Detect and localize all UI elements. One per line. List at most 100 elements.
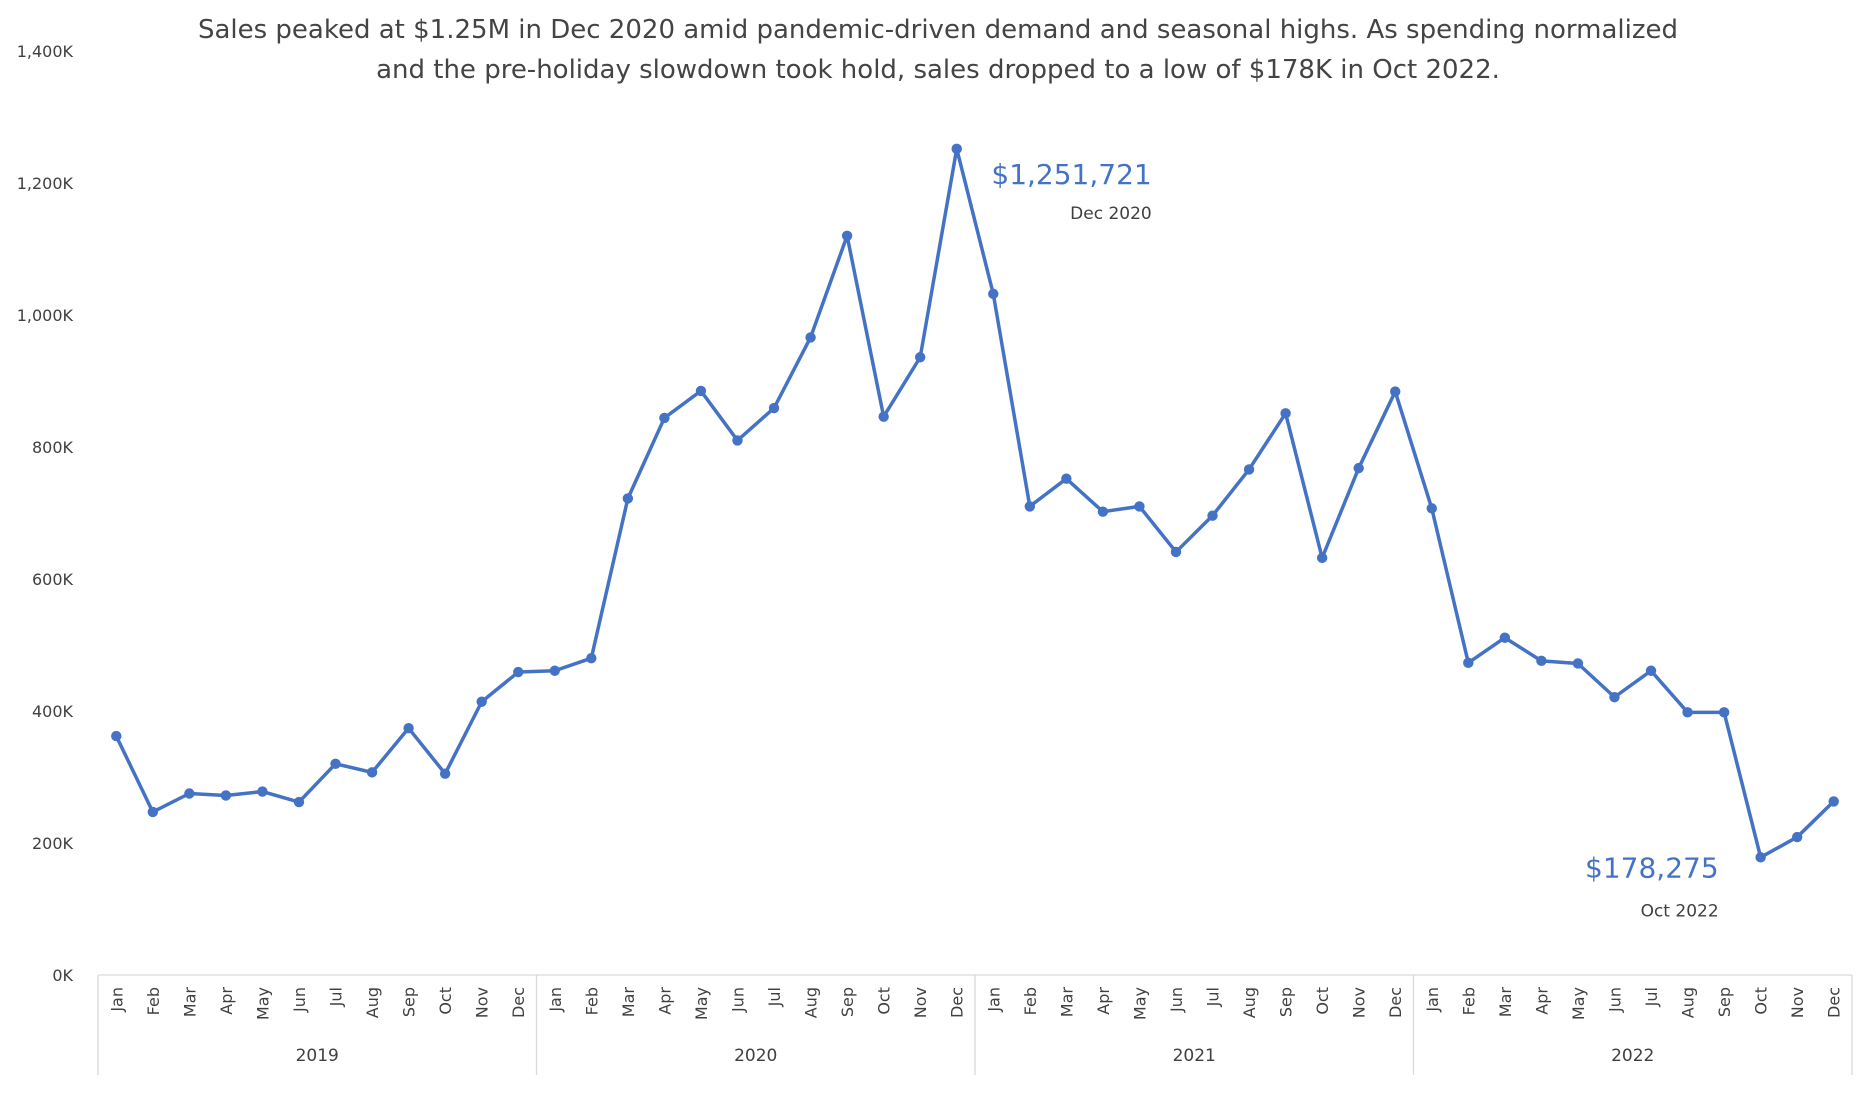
data-point	[476, 696, 487, 707]
data-point	[1170, 546, 1182, 558]
x-tick-label: May	[1569, 987, 1588, 1020]
y-tick-label: 1,000K	[17, 306, 74, 325]
data-point	[622, 493, 634, 504]
data-point	[951, 143, 962, 155]
x-tick-label: Aug	[363, 987, 382, 1018]
annotation-value: $178,275	[1585, 851, 1719, 884]
year-label: 2022	[1611, 1046, 1654, 1066]
data-point	[111, 730, 122, 742]
x-tick-label: Sep	[1715, 987, 1734, 1017]
data-point	[768, 402, 780, 414]
x-tick-label: Jan	[546, 987, 565, 1013]
x-axis: Jan Feb Mar Apr May Jun Jul Aug Sep Oct Nov Dec Jan F…	[97, 974, 1853, 1075]
x-tick-label: Jun	[290, 987, 309, 1013]
y-tick-label: 200K	[32, 834, 74, 853]
data-point	[1426, 503, 1437, 514]
data-point	[988, 288, 999, 300]
y-tick-label: 600K	[32, 570, 74, 589]
data-point	[1243, 464, 1255, 475]
data-point	[695, 385, 707, 397]
x-tick-label: Oct	[875, 987, 894, 1015]
data-point	[1463, 657, 1474, 669]
x-tick-label: Nov	[473, 987, 492, 1018]
x-tick-label: Dec	[1825, 987, 1844, 1018]
data-point	[659, 412, 670, 424]
x-tick-label: May	[692, 987, 711, 1020]
x-tick-label: Sep	[1277, 987, 1296, 1017]
y-axis: 0K 200K 400K 600K 800K 1,000K 1,200K 1,400K	[17, 42, 74, 985]
data-point	[330, 758, 341, 769]
x-tick-label: Oct	[1313, 987, 1332, 1015]
year-label: 2021	[1173, 1046, 1216, 1066]
x-tick-label: Jul	[1642, 987, 1661, 1007]
data-point	[1280, 408, 1291, 419]
x-tick-label: Nov	[911, 987, 930, 1018]
annotations: $1,251,721 Dec 2020 $178,275 Oct 2022	[991, 158, 1718, 921]
x-tick-label: Jun	[728, 987, 747, 1013]
year-label: 2019	[296, 1046, 339, 1066]
data-point	[732, 435, 743, 446]
data-point	[1353, 462, 1364, 474]
data-point	[147, 806, 159, 818]
sales-series	[111, 143, 1839, 863]
data-point	[1207, 510, 1218, 521]
x-tick-label: Oct	[436, 987, 455, 1015]
year-label: 2020	[734, 1046, 777, 1066]
data-point	[1390, 386, 1401, 397]
x-tick-label: Dec	[948, 987, 967, 1018]
data-point	[914, 352, 926, 363]
x-tick-label: Mar	[180, 987, 199, 1018]
data-point	[1645, 665, 1657, 676]
data-point	[1572, 658, 1584, 669]
data-point	[1682, 707, 1693, 718]
x-tick-label: Jan	[984, 987, 1003, 1013]
data-point	[184, 788, 195, 799]
x-tick-label: Jul	[327, 987, 346, 1007]
sales-line	[114, 147, 1836, 860]
x-tick-label: Aug	[802, 987, 821, 1018]
x-tick-label: Mar	[1057, 987, 1076, 1018]
data-point	[1316, 552, 1328, 564]
x-tick-label: Jun	[1167, 987, 1186, 1013]
x-tick-label: Jul	[765, 987, 784, 1007]
x-tick-label: Dec	[1386, 987, 1405, 1018]
x-tick-label: Mar	[1496, 987, 1515, 1018]
data-point	[1024, 501, 1036, 512]
data-point	[1097, 506, 1109, 517]
x-tick-label: Mar	[619, 987, 638, 1018]
chart-title-line-1: Sales peaked at $1.25M in Dec 2020 amid …	[198, 15, 1678, 45]
data-point	[1061, 473, 1072, 484]
chart-title-line-2: and the pre-holiday slowdown took hold, …	[376, 55, 1500, 85]
data-point	[293, 796, 305, 808]
x-tick-label: Nov	[1788, 987, 1807, 1018]
x-tick-label: May	[1130, 987, 1149, 1020]
x-tick-label: Oct	[1752, 987, 1771, 1015]
annotation-date: Dec 2020	[1070, 204, 1152, 224]
data-point	[220, 790, 232, 801]
data-point	[1755, 852, 1766, 863]
y-tick-label: 0K	[52, 966, 73, 985]
x-tick-label: Jan	[107, 987, 126, 1013]
y-tick-label: 800K	[32, 438, 74, 457]
x-tick-label: Feb	[582, 987, 601, 1015]
data-point	[1718, 707, 1730, 718]
x-tick-label: Aug	[1679, 987, 1698, 1018]
data-point	[549, 665, 560, 676]
data-point	[1499, 632, 1511, 643]
data-point	[841, 230, 853, 241]
data-point	[805, 332, 816, 343]
x-tick-label: Aug	[1240, 987, 1259, 1018]
x-tick-label: Apr	[217, 987, 236, 1015]
annotation-value: $1,251,721	[991, 158, 1151, 191]
x-tick-label: May	[253, 987, 272, 1020]
x-tick-label: Apr	[1532, 987, 1551, 1015]
data-point	[513, 666, 524, 678]
data-point	[366, 767, 378, 778]
x-tick-label: Apr	[1094, 987, 1113, 1015]
x-tick-label: Dec	[509, 987, 528, 1018]
data-point	[257, 786, 268, 797]
x-tick-label: Feb	[144, 987, 163, 1015]
y-tick-label: 1,200K	[17, 174, 74, 193]
data-point	[1791, 831, 1803, 843]
